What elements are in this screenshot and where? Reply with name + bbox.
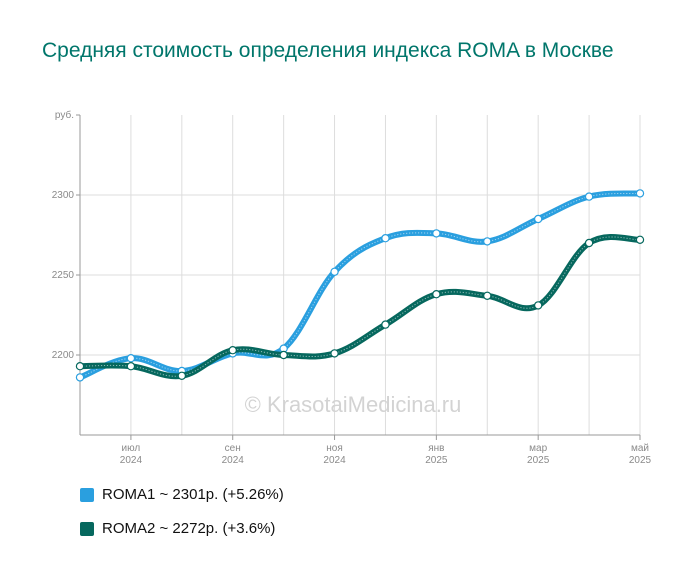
data-point-roma1 [584,192,594,201]
x-tick-label-month: янв [428,443,444,454]
grid [80,115,641,435]
data-point-roma2 [483,291,492,300]
y-tick-label: 2200 [52,350,75,361]
data-point-roma2 [330,349,339,358]
data-point-roma2 [533,301,543,310]
x-tick-label-month: июл [122,443,141,454]
data-point-roma2 [584,238,594,248]
data-point-roma2 [381,320,390,329]
y-tick-label: 2300 [52,190,75,201]
data-point-roma2 [228,346,237,355]
legend-swatch-roma1 [80,487,94,502]
y-axis-unit-label: руб. [55,109,74,121]
x-tick-label-year: 2025 [629,455,652,466]
chart-title: Средняя стоимость определения индекса RO… [42,39,614,62]
data-point-roma2 [635,235,645,244]
x-tick-label-month: мар [529,443,547,454]
data-point-roma2 [177,371,187,380]
data-point-roma1 [126,354,136,363]
data-point-roma2 [126,362,136,371]
data-point-roma1 [635,189,645,198]
x-tick-label-year: 2025 [425,455,448,466]
legend-item-roma1: ROMA1 ~ 2301р. (+5.26%) [80,486,284,503]
x-tick-label-year: 2024 [323,455,346,466]
watermark: © KrasotaiMedicina.ru [245,392,462,417]
x-tick-label-month: сен [225,443,241,454]
x-tick-label-year: 2024 [222,455,245,466]
x-tick-label-month: май [631,443,649,454]
legend-label-roma2: ROMA2 ~ 2272р. (+3.6%) [102,520,276,537]
data-point-roma1 [330,267,339,276]
data-point-roma2 [279,350,288,360]
y-tick-label: 2250 [52,270,75,281]
series-group [75,189,645,382]
x-tick-label-month: ноя [326,443,343,454]
legend-label-roma1: ROMA1 ~ 2301р. (+5.26%) [102,486,284,503]
x-tick-label-year: 2024 [120,455,143,466]
data-point-roma1 [483,237,492,246]
axes: 220022502300руб.июл2024сен2024ноя2024янв… [52,109,652,466]
data-point-roma1 [432,229,441,238]
data-point-roma1 [533,214,543,224]
data-point-roma2 [432,290,441,299]
data-point-roma1 [381,233,390,243]
x-tick-label-year: 2025 [527,455,550,466]
data-point-roma2 [75,362,85,371]
data-point-roma1 [75,373,85,382]
legend-item-roma2: ROMA2 ~ 2272р. (+3.6%) [80,520,275,537]
legend-swatch-roma2 [80,521,94,536]
